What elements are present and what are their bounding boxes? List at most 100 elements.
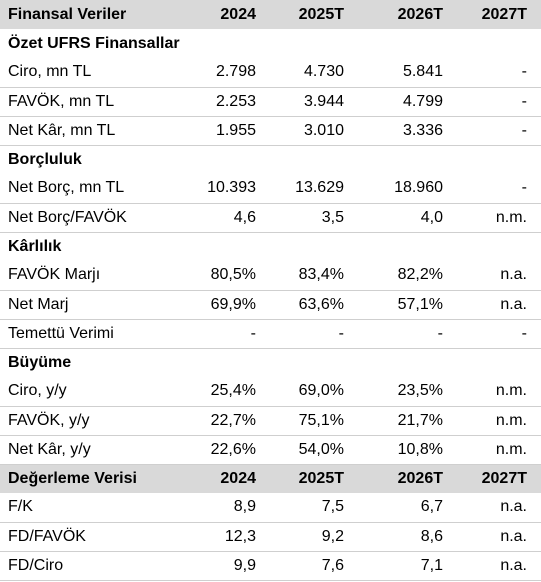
table-row: Net Marj 69,9% 63,6% 57,1% n.a. (0, 290, 541, 320)
row-value: n.a. (455, 493, 541, 523)
row-value: n.m. (455, 203, 541, 233)
row-value: 8,9 (190, 493, 264, 523)
row-value: - (455, 58, 541, 88)
table-row: F/K 8,9 7,5 6,7 n.a. (0, 493, 541, 523)
section-title: Özet UFRS Finansallar (8, 34, 180, 52)
table-row: FAVÖK, mn TL 2.253 3.944 4.799- (0, 87, 541, 117)
row-value: 54,0% (264, 435, 350, 465)
section-title: Borçluluk (8, 150, 82, 168)
row-value: 22,7% (190, 406, 264, 436)
row-value: 10,8% (350, 435, 455, 465)
row-value: 18.960 (350, 174, 455, 204)
row-label: FAVÖK, mn TL (0, 87, 190, 117)
row-value: 69,9% (190, 290, 264, 320)
row-label: Ciro, mn TL (0, 58, 190, 88)
row-value: 1.955 (190, 116, 264, 146)
row-value: 12,3 (190, 522, 264, 552)
header-year: 2026T (350, 0, 455, 29)
header-year: 2025T (264, 464, 350, 493)
row-value: 4.799 (350, 87, 455, 117)
row-value: 2.798 (190, 58, 264, 88)
row-value: 75,1% (264, 406, 350, 436)
row-value: 82,2% (350, 261, 455, 291)
row-value: 7,1 (350, 551, 455, 581)
section-title-row: Borçluluk (0, 145, 541, 174)
table-row: Ciro, y/y 25,4% 69,0% 23,5% n.m. (0, 377, 541, 407)
section-title: Büyüme (8, 353, 72, 371)
row-value: n.a. (455, 290, 541, 320)
row-value: 80,5% (190, 261, 264, 291)
row-value: 3.010 (264, 116, 350, 146)
row-label: Net Marj (0, 290, 190, 320)
row-value: 10.393 (190, 174, 264, 204)
row-label: F/K (0, 493, 190, 523)
row-value: 4.730 (264, 58, 350, 88)
row-value: n.a. (455, 551, 541, 581)
row-value: - (190, 319, 264, 349)
row-value: - (455, 319, 541, 349)
row-value: - (455, 174, 541, 204)
row-label: Temettü Verimi (0, 319, 190, 349)
row-value: 9,2 (264, 522, 350, 552)
table-header-row: Finansal Veriler 2024 2025T 2026T 2027T (0, 0, 541, 29)
row-value: 23,5% (350, 377, 455, 407)
row-label: FD/FAVÖK (0, 522, 190, 552)
header-year: 2024 (190, 0, 264, 29)
row-value: 2.253 (190, 87, 264, 117)
table-row: Ciro, mn TL 2.798 4.730 5.841- (0, 58, 541, 88)
row-label: Net Borç, mn TL (0, 174, 190, 204)
header-label: Finansal Veriler (0, 0, 190, 29)
header-year: 2025T (264, 0, 350, 29)
row-value: 4,0 (350, 203, 455, 233)
row-value: n.m. (455, 406, 541, 436)
row-value: 21,7% (350, 406, 455, 436)
row-value: n.a. (455, 261, 541, 291)
row-label: FAVÖK Marjı (0, 261, 190, 291)
row-value: - (455, 87, 541, 117)
row-value: 8,6 (350, 522, 455, 552)
header-year: 2026T (350, 464, 455, 493)
row-label: FAVÖK, y/y (0, 406, 190, 436)
section-title-row: Özet UFRS Finansallar (0, 29, 541, 58)
row-value: 3,5 (264, 203, 350, 233)
row-value: n.m. (455, 435, 541, 465)
section-title: Kârlılık (8, 237, 62, 255)
row-value: n.m. (455, 377, 541, 407)
row-value: 25,4% (190, 377, 264, 407)
row-label: Net Kâr, mn TL (0, 116, 190, 146)
row-value: - (350, 319, 455, 349)
row-value: 3.336 (350, 116, 455, 146)
header-year: 2024 (190, 464, 264, 493)
row-value: 6,7 (350, 493, 455, 523)
row-value: 22,6% (190, 435, 264, 465)
row-value: 69,0% (264, 377, 350, 407)
row-label: Ciro, y/y (0, 377, 190, 407)
table-row: Net Borç/FAVÖK 4,6 3,5 4,0 n.m. (0, 203, 541, 233)
row-value: 5.841 (350, 58, 455, 88)
row-label: Net Kâr, y/y (0, 435, 190, 465)
row-value: 63,6% (264, 290, 350, 320)
row-value: 3.944 (264, 87, 350, 117)
row-value: 4,6 (190, 203, 264, 233)
row-label: FD/Ciro (0, 551, 190, 581)
row-value: n.a. (455, 522, 541, 552)
header-label: Değerleme Verisi (0, 464, 190, 493)
table-row: Temettü Verimi - - - - (0, 319, 541, 349)
header-year: 2027T (455, 464, 541, 493)
row-value: 9,9 (190, 551, 264, 581)
valuation-header-row: Değerleme Verisi 2024 2025T 2026T 2027T (0, 464, 541, 493)
row-value: 57,1% (350, 290, 455, 320)
table-row: Net Kâr, mn TL 1.955 3.010 3.336- (0, 116, 541, 146)
row-value: - (264, 319, 350, 349)
row-value: 13.629 (264, 174, 350, 204)
section-title-row: Büyüme (0, 348, 541, 377)
header-year: 2027T (455, 0, 541, 29)
table-row: Net Borç, mn TL 10.393 13.629 18.960- (0, 174, 541, 204)
table-row: FD/Ciro 9,9 7,6 7,1 n.a. (0, 551, 541, 581)
table-row: FD/FAVÖK 12,3 9,2 8,6 n.a. (0, 522, 541, 552)
table-row: FAVÖK Marjı 80,5% 83,4% 82,2% n.a. (0, 261, 541, 291)
row-value: 83,4% (264, 261, 350, 291)
row-value: 7,5 (264, 493, 350, 523)
